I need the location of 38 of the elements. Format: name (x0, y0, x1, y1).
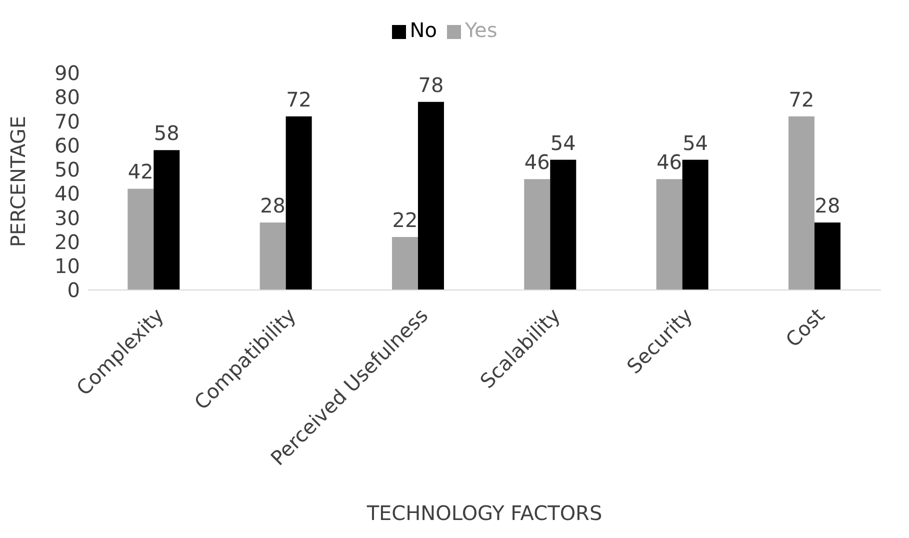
legend-label: No (410, 18, 437, 42)
y-tick-label: 70 (54, 109, 80, 134)
y-tick-label: 50 (54, 158, 80, 182)
bar (392, 236, 418, 290)
y-tick-label: 90 (54, 61, 80, 86)
data-label: 54 (682, 130, 708, 155)
data-label: 72 (788, 87, 814, 112)
y-tick-label: 0 (67, 278, 80, 302)
data-label: 42 (128, 160, 154, 184)
data-label: 46 (656, 150, 682, 174)
data-label: 54 (550, 130, 576, 155)
bar (128, 188, 154, 290)
y-tick-label: 10 (54, 254, 80, 278)
y-tick-label: 40 (54, 182, 80, 206)
bar (524, 179, 550, 290)
data-label: 28 (260, 193, 286, 218)
data-label: 78 (418, 72, 444, 97)
y-tick-label: 80 (54, 85, 80, 110)
y-tick-label: 30 (54, 206, 80, 230)
bar (154, 150, 180, 290)
bar (550, 160, 576, 290)
bar (788, 116, 814, 290)
data-label: 28 (814, 193, 840, 218)
data-label: 22 (392, 208, 418, 232)
bar (418, 102, 444, 290)
y-tick-label: 20 (54, 230, 80, 254)
legend-label: Yes (464, 18, 498, 42)
data-label: 46 (524, 150, 550, 174)
x-axis-title: TECHNOLOGY FACTORS (366, 501, 602, 525)
bar (814, 222, 840, 290)
bar (286, 116, 312, 290)
y-tick-label: 60 (54, 133, 80, 158)
data-label: 72 (286, 87, 312, 112)
bar (682, 160, 708, 290)
bar (260, 222, 286, 290)
bar (656, 179, 682, 290)
y-axis-title: PERCENTAGE (6, 116, 30, 248)
data-label: 58 (154, 121, 180, 146)
